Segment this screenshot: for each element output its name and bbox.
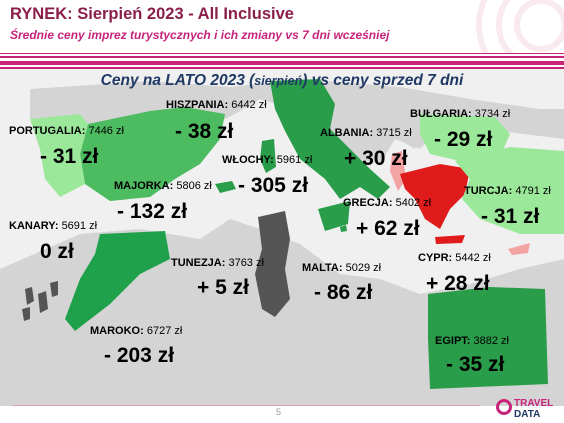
logo-ring-icon [496, 399, 512, 415]
sicily-shape [318, 201, 350, 231]
turkey-label: TURCJA: 4791 zł [464, 185, 551, 197]
tunisia-change: + 5 zł [197, 276, 249, 299]
majorca-label: MAJORKA: 5806 zł [114, 180, 212, 192]
map-shapes [0, 79, 564, 406]
decorative-ring [514, 0, 564, 52]
slide-subtitle: Średnie ceny imprez turystycznych i ich … [10, 28, 390, 42]
morocco-label: MAROKO: 6727 zł [90, 325, 183, 337]
morocco-shape [65, 231, 170, 331]
italy-change: - 305 zł [238, 174, 309, 197]
cyprus-change: + 28 zł [426, 272, 490, 295]
travel-data-logo: TRAVEL DATA [496, 397, 560, 421]
albania-change: + 30 zł [344, 147, 408, 170]
greece-change: + 62 zł [356, 217, 420, 240]
egypt-change: - 35 zł [446, 353, 505, 376]
canary-island-2 [38, 291, 48, 313]
footer-divider [12, 405, 480, 406]
canary-island-3 [50, 281, 58, 297]
majorca-shape [215, 181, 236, 193]
canary-island-4 [22, 307, 30, 321]
greece-label: GRECJA: 5402 zł [343, 197, 432, 209]
spain-shape [80, 107, 225, 201]
albania-shape [390, 151, 406, 191]
portugal-shape [30, 114, 88, 197]
canary-change: 0 zł [40, 240, 74, 263]
canary-label: KANARY: 5691 zł [9, 220, 98, 232]
bulgaria-label: BUŁGARIA: 3734 zł [410, 108, 511, 120]
morocco-change: - 203 zł [104, 344, 175, 367]
sardinia-shape [260, 139, 276, 173]
cyprus-label: CYPR: 5442 zł [418, 252, 491, 264]
header-divider [0, 53, 564, 69]
logo-text-data: DATA [514, 409, 541, 420]
spain-change: - 38 zł [175, 120, 234, 143]
turkey-change: - 31 zł [481, 205, 540, 228]
greece-shape [400, 164, 470, 229]
malta-label: MALTA: 5029 zł [302, 262, 382, 274]
tunisia-shape [255, 211, 290, 317]
italy-shape [270, 79, 390, 199]
albania-label: ALBANIA: 3715 zł [320, 127, 412, 139]
portugal-change: - 31 zł [40, 145, 99, 168]
page-number: 5 [276, 407, 282, 417]
portugal-label: PORTUGALIA: 7446 zł [9, 125, 124, 137]
cyprus-shape [508, 243, 530, 255]
malta-shape [340, 225, 347, 232]
bulgaria-shape [420, 114, 510, 161]
canary-island-1 [25, 287, 34, 305]
map-title: Ceny na LATO 2023 (sierpień) vs ceny spr… [100, 72, 464, 89]
bulgaria-change: - 29 zł [434, 128, 493, 151]
turkey-shape [455, 147, 564, 234]
slide-title: RYNEK: Sierpień 2023 - All Inclusive [10, 5, 294, 23]
crete-shape [435, 235, 465, 244]
tunisia-label: TUNEZJA: 3763 zł [171, 257, 264, 269]
egypt-shape [428, 287, 548, 389]
europe-landmass [30, 79, 564, 184]
logo-text-travel: TRAVEL [514, 398, 554, 409]
majorca-change: - 132 zł [117, 200, 188, 223]
malta-change: - 86 zł [314, 281, 373, 304]
egypt-label: EGIPT: 3882 zł [435, 335, 509, 347]
italy-label: WŁOCHY: 5961 zł [222, 154, 313, 166]
spain-label: HISZPANIA: 6442 zł [166, 99, 267, 111]
map [0, 69, 564, 406]
